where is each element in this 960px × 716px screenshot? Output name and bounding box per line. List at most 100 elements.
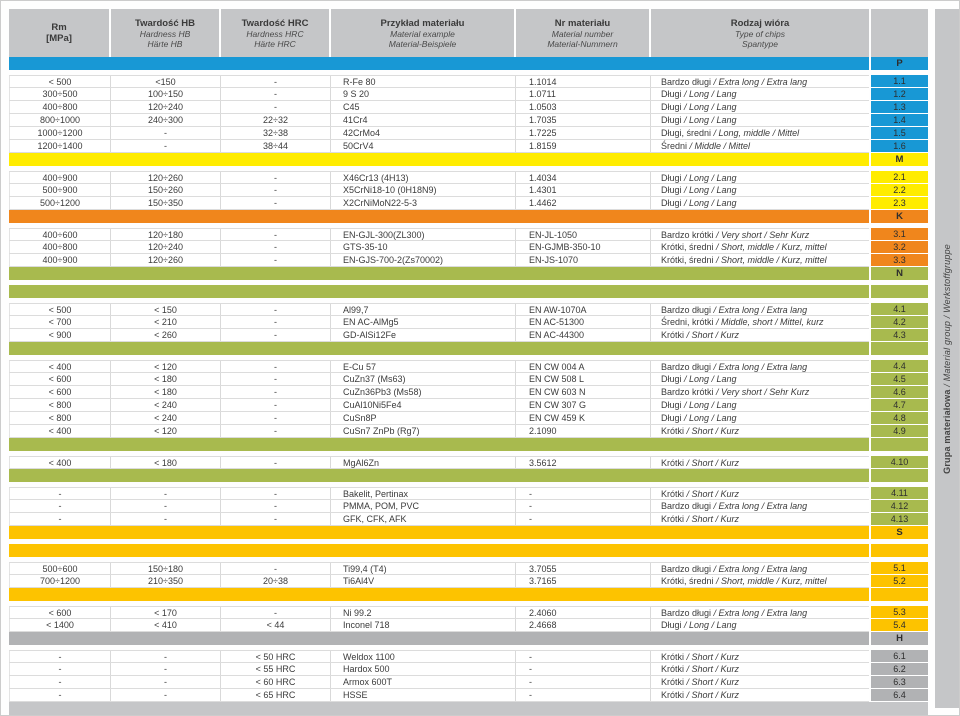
material-number: - [516, 651, 651, 662]
subgroup-separator-band [9, 469, 928, 482]
chip-type-pl: Krótki [661, 330, 685, 340]
material-example: Hardox 500 [331, 663, 516, 675]
material-row: 1200÷1400-38÷44 50CrV4 1.8159 Średni / Midd… [9, 140, 928, 153]
hardness-hb-value: < 180 [111, 373, 221, 385]
column-header-line: Twardość HB [134, 17, 195, 29]
chip-type-intl: / Long, middle / Mittel [711, 128, 800, 138]
material-row: < 800 < 240- CuAl10Ni5Fe4 EN CW 307 G Długi … [9, 399, 928, 412]
group-code-cell: 5.2 [871, 575, 928, 588]
chip-type-intl: / Long / Lang [681, 173, 737, 183]
column-header-line: Material example [390, 28, 455, 39]
hardness-hrc-value: - [221, 76, 331, 87]
hardness-hrc-value: - [221, 172, 331, 183]
material-row: < 600 < 180- CuZn36Pb3 (Ms58) EN CW 603 N Ba… [9, 386, 928, 399]
table-footer-bar [9, 702, 928, 715]
chip-type-pl: Krótki [661, 690, 685, 700]
material-row: 400÷900 120÷260- X46Cr13 (4H13) 1.4034 Długi… [9, 171, 928, 184]
chip-type-intl: / Extra long / Extra lang [711, 362, 808, 372]
material-row-main: 500÷900 150÷260- X5CrNi18-10 (0H18N9) 1.430… [9, 184, 869, 197]
chip-type-intl: / Long / Lang [681, 115, 737, 125]
chip-type: Długi / Long / Lang [651, 619, 869, 631]
hardness-hb-value: - [111, 651, 221, 662]
chip-type: Długi / Long / Lang [651, 101, 869, 113]
chip-type: Krótki, średni / Short, middle / Kurz, m… [651, 254, 869, 266]
group-code-cell: 4.7 [871, 399, 928, 412]
column-header-line: Type of chips [735, 28, 785, 39]
material-number: 1.4034 [516, 172, 651, 183]
material-row-main: < 600 < 180- CuZn37 (Ms63) EN CW 508 L Długi… [9, 373, 869, 386]
chip-type-pl: Średni [661, 141, 688, 151]
column-header: Rm [MPa] [9, 9, 111, 57]
section-band-main [9, 285, 869, 298]
material-row-main: 300÷500 100÷150-9 S 20 1.0711 Długi / Long … [9, 88, 869, 101]
chip-type-intl: / Extra long / Extra lang [711, 564, 808, 574]
chip-type-intl: / Very short / Sehr Kurz [713, 230, 810, 240]
group-code-cell: 1.4 [871, 114, 928, 127]
material-example: C45 [331, 101, 516, 113]
hardness-hrc-value: 22÷32 [221, 114, 331, 126]
section-letter-cell: H [871, 632, 928, 645]
chip-type-pl: Średni, krótki [661, 317, 714, 327]
column-header-line: Przykład materiału [380, 17, 465, 29]
section-letter-cell: P [871, 57, 928, 70]
material-number: EN CW 603 N [516, 386, 651, 398]
column-header-line: Rodzaj wióra [730, 17, 790, 29]
hardness-hrc-value: - [221, 563, 331, 574]
chip-type-intl: / Short / Kurz [684, 677, 740, 687]
hardness-hrc-value: < 50 HRC [221, 651, 331, 662]
chip-type: Długi / Long / Lang [651, 184, 869, 196]
hardness-hb-value: 120÷260 [111, 172, 221, 183]
chip-type: Krótki / Short / Kurz [651, 457, 869, 468]
hardness-hb-value: - [111, 513, 221, 525]
material-group-side-band: Grupa materiałowa / Material group / Wer… [935, 9, 959, 708]
section-band-main [9, 267, 869, 280]
hardness-hrc-value: - [221, 425, 331, 437]
hardness-hrc-value: 38÷44 [221, 140, 331, 152]
group-code-cell: 6.2 [871, 663, 928, 676]
hardness-hrc-value: - [221, 373, 331, 385]
material-number: 3.7055 [516, 563, 651, 574]
rm-value: < 700 [9, 316, 111, 328]
column-header-line: Härte HRC [254, 38, 296, 49]
material-row-main: < 600 < 180- CuZn36Pb3 (Ms58) EN CW 603 N Ba… [9, 386, 869, 399]
chip-type-pl: Bardzo krótki [661, 387, 714, 397]
chip-type: Krótki / Short / Kurz [651, 488, 869, 499]
rm-value: 400÷900 [9, 172, 111, 183]
material-number: EN AC-44300 [516, 329, 651, 341]
section-band-main [9, 544, 869, 557]
chip-type-pl: Bardzo krótki [661, 230, 714, 240]
material-number: EN CW 004 A [516, 361, 651, 372]
chip-type-intl: / Long / Lang [681, 374, 737, 384]
chip-type-pl: Długi [661, 173, 682, 183]
rm-value: - [9, 651, 111, 662]
chip-type-pl: Krótki, średni [661, 242, 714, 252]
material-example: Al99,7 [331, 304, 516, 315]
subgroup-separator-band [9, 285, 928, 298]
subgroup-separator-band [9, 438, 928, 451]
hardness-hrc-value: - [221, 304, 331, 315]
material-example: HSSE [331, 689, 516, 701]
material-example: GTS-35-10 [331, 241, 516, 253]
hardness-hb-value: 210÷350 [111, 575, 221, 587]
material-row: - - < 55 HRC Hardox 500- Krótki / Short / Ku… [9, 663, 928, 676]
material-row-main: 1000÷1200-32÷38 42CrMo4 1.7225 Długi, średn… [9, 127, 869, 140]
chip-type: Długi / Long / Lang [651, 88, 869, 100]
subgroup-separator-band [9, 588, 928, 601]
material-row: - - < 60 HRC Armox 600T - Krótki / Short / Ku… [9, 676, 928, 689]
group-code-cell: 6.1 [871, 650, 928, 663]
material-number: 1.4462 [516, 197, 651, 209]
hardness-hb-value: - [111, 127, 221, 139]
side-band-label: Grupa materiałowa / Material group / Wer… [942, 244, 952, 474]
chip-type-pl: Długi [661, 115, 682, 125]
chip-type-pl: Długi [661, 89, 682, 99]
material-row-main: < 500 <150- R-Fe 80 1.1014 Bardzo długi / Ex… [9, 75, 869, 88]
rm-value: 400÷600 [9, 229, 111, 240]
material-number: - [516, 488, 651, 499]
material-example: R-Fe 80 [331, 76, 516, 87]
rm-value: - [9, 663, 111, 675]
material-row-main: < 1400 < 410 < 44 Inconel 718 2.4668 Długi / … [9, 619, 869, 632]
material-row-main: < 800 < 240- CuAl10Ni5Fe4 EN CW 307 G Długi … [9, 399, 869, 412]
material-example: PMMA, POM, PVC [331, 500, 516, 512]
chip-type-intl: / Extra long / Extra lang [711, 77, 808, 87]
material-row-main: - - < 60 HRC Armox 600T - Krótki / Short / Ku… [9, 676, 869, 689]
